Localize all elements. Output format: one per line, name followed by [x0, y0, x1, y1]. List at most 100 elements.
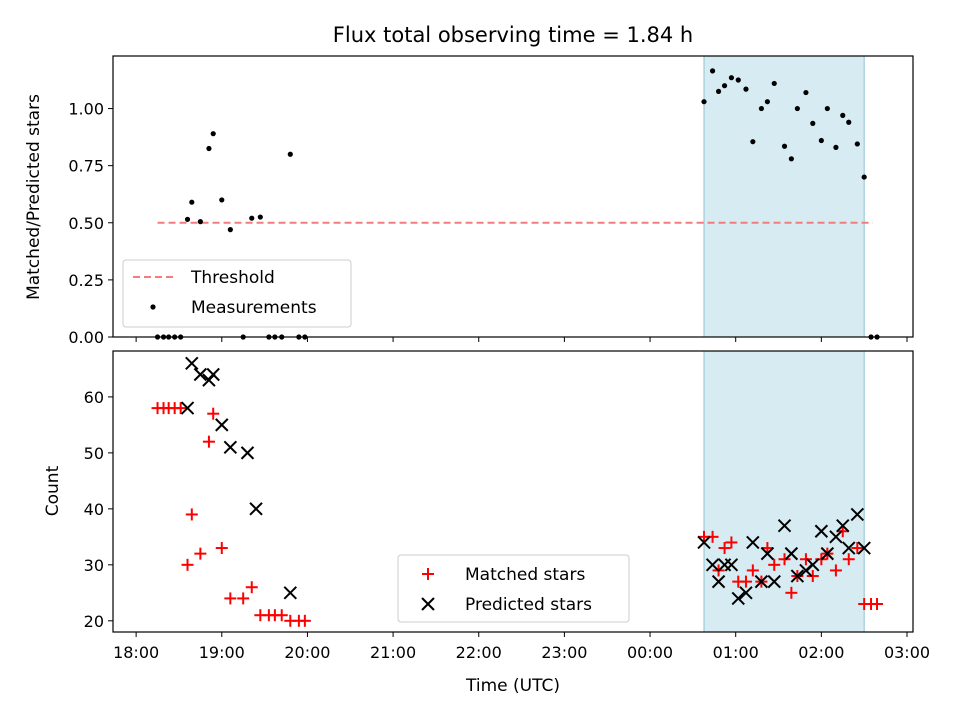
matched-star-marker	[829, 564, 842, 577]
bottom-legend: Matched stars Predicted stars	[397, 554, 630, 623]
predicted-star-marker	[223, 440, 238, 454]
measurement-point	[810, 120, 816, 126]
predicted-star-marker	[767, 574, 781, 589]
predicted-star-marker	[731, 591, 745, 606]
xtick-label: 01:00	[713, 643, 759, 662]
matched-star-marker	[181, 558, 194, 571]
measurement-point	[701, 99, 707, 105]
chart-title: Flux total observing time = 1.84 h	[333, 23, 693, 47]
bottom-y-axis-label: Count	[43, 465, 63, 516]
matched-star-marker	[851, 542, 864, 555]
predicted-star-marker	[806, 558, 820, 572]
xtick-label: 18:00	[113, 643, 159, 662]
top-ytick-label: 0.50	[68, 214, 104, 233]
measurement-point	[854, 141, 860, 147]
matched-star-marker	[237, 592, 250, 605]
measurement-point	[287, 151, 293, 157]
predicted-star-marker	[283, 586, 298, 600]
measurement-point	[219, 197, 225, 203]
matched-star-marker	[768, 558, 781, 571]
predicted-star-marker	[739, 586, 753, 600]
measurement-point	[788, 156, 794, 162]
predicted-star-marker	[193, 367, 208, 382]
predicted-star-marker	[746, 535, 760, 550]
measurement-point	[728, 75, 735, 81]
bottom-panel-frame	[112, 350, 914, 633]
predicted-star-marker	[820, 546, 835, 561]
measurement-point	[715, 88, 722, 95]
measurement-point	[824, 105, 830, 112]
predicted-star-marker	[711, 574, 726, 589]
measurement-point	[758, 105, 764, 112]
xtick-label: 03:00	[884, 643, 930, 662]
measurement-point	[184, 216, 191, 222]
matched-star-marker	[718, 542, 731, 555]
legend-threshold-label: Threshold	[190, 268, 275, 288]
bottom-legend-box	[397, 554, 630, 623]
matched-star-marker	[298, 614, 311, 627]
bottom-ytick-label: 40	[84, 500, 104, 519]
xtick-label: 22:00	[456, 643, 502, 662]
matched-star-marker	[185, 508, 198, 521]
legend-predicted-label: Predicted stars	[465, 595, 592, 615]
predicted-star-marker	[850, 507, 865, 522]
top-panel-axes: 0.00 0.25 0.50 0.75 1.00	[68, 100, 908, 347]
top-ytick-label: 0.00	[68, 328, 104, 347]
measurement-point	[210, 131, 216, 137]
measurement-point	[771, 80, 777, 87]
measurement-point	[833, 144, 839, 150]
predicted-star-marker	[215, 418, 229, 432]
xtick-label: 02:00	[798, 643, 844, 662]
predicted-star-marker	[185, 356, 199, 371]
matched-star-marker	[785, 586, 798, 599]
predicted-star-marker	[249, 502, 263, 516]
matched-star-marker	[174, 402, 187, 415]
bottom-panel-axes: 20 30 40 50 60 18:00 19:00 20:00 21:00 22:00 23:00…	[84, 388, 930, 662]
measurement-point	[818, 137, 824, 144]
matched-star-marker	[761, 542, 774, 555]
measurement-point	[840, 112, 846, 118]
xtick-label: 20:00	[284, 643, 330, 662]
xtick-label: 21:00	[370, 643, 416, 662]
predicted-star-marker	[829, 530, 843, 544]
measurement-point	[189, 199, 195, 205]
legend-matched-swatch	[422, 568, 434, 580]
matched-star-marker	[836, 525, 849, 538]
predicted-star-marker	[857, 541, 871, 555]
predicted-star-marker	[777, 518, 792, 533]
measurement-point	[846, 119, 852, 125]
legend-measurements-swatch	[150, 304, 156, 310]
bottom-ytick-label: 60	[84, 388, 104, 407]
bottom-panel-marks	[151, 350, 884, 633]
measurement-point	[750, 139, 756, 145]
top-legend-box	[122, 259, 352, 328]
top-ytick-label: 1.00	[68, 100, 104, 119]
bottom-ytick-label: 20	[84, 612, 104, 631]
matched-star-marker	[194, 547, 207, 560]
predicted-star-marker	[206, 367, 220, 382]
predicted-star-marker	[814, 524, 829, 538]
bottom-ytick-label: 30	[84, 556, 104, 575]
matched-star-marker	[806, 570, 819, 583]
top-panel-marks	[154, 55, 880, 340]
predicted-star-marker	[724, 558, 739, 572]
xtick-label: 19:00	[199, 643, 245, 662]
predicted-star-marker	[760, 546, 775, 561]
top-ytick-label: 0.75	[68, 157, 104, 176]
matched-star-marker	[842, 553, 855, 566]
bottom-shaded-interval	[703, 350, 865, 633]
matched-star-marker	[799, 553, 812, 566]
measurement-point	[709, 68, 716, 74]
predicted-star-marker	[842, 541, 856, 555]
matched-star-marker	[275, 609, 288, 622]
predicted-star-marker	[790, 569, 805, 583]
matched-star-marker	[202, 435, 215, 448]
top-shaded-interval	[703, 55, 865, 338]
matched-star-marker	[871, 598, 884, 611]
measurement-point	[743, 86, 749, 92]
measurement-point	[794, 105, 800, 112]
matched-star-marker	[725, 536, 738, 549]
measurement-point	[227, 227, 233, 233]
matched-star-marker	[207, 407, 220, 420]
bottom-panel: 20 30 40 50 60 18:00 19:00 20:00 21:00 22:00 23:00…	[43, 350, 930, 696]
